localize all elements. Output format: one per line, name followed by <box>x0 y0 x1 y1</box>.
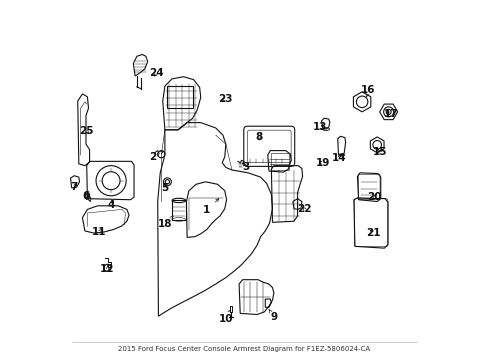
Text: 20: 20 <box>366 192 381 202</box>
Text: 18: 18 <box>157 216 173 229</box>
Text: 22: 22 <box>297 204 311 215</box>
Text: 9: 9 <box>268 309 277 322</box>
Text: 16: 16 <box>360 85 375 98</box>
Text: 10: 10 <box>218 310 233 324</box>
Text: 25: 25 <box>79 126 93 135</box>
Text: 1: 1 <box>203 199 218 216</box>
Text: 21: 21 <box>365 228 379 238</box>
Bar <box>172 201 185 220</box>
Text: 24: 24 <box>149 68 163 78</box>
Text: 6: 6 <box>82 191 89 201</box>
Text: 3: 3 <box>242 162 249 172</box>
Text: 23: 23 <box>218 94 233 104</box>
Text: 2015 Ford Focus Center Console Armrest Diagram for F1EZ-5806024-CA: 2015 Ford Focus Center Console Armrest D… <box>118 346 370 352</box>
Text: 4: 4 <box>107 200 115 210</box>
Text: 5: 5 <box>161 183 168 193</box>
Text: 17: 17 <box>384 109 398 119</box>
Text: 13: 13 <box>313 122 327 132</box>
Text: 2: 2 <box>149 152 163 162</box>
Text: 7: 7 <box>70 182 78 192</box>
Text: 14: 14 <box>331 153 346 163</box>
Text: 11: 11 <box>92 227 106 237</box>
Text: 19: 19 <box>315 158 329 168</box>
Text: 8: 8 <box>255 132 262 142</box>
Bar <box>271 153 288 170</box>
Text: 12: 12 <box>100 264 115 274</box>
Text: 15: 15 <box>372 147 386 157</box>
